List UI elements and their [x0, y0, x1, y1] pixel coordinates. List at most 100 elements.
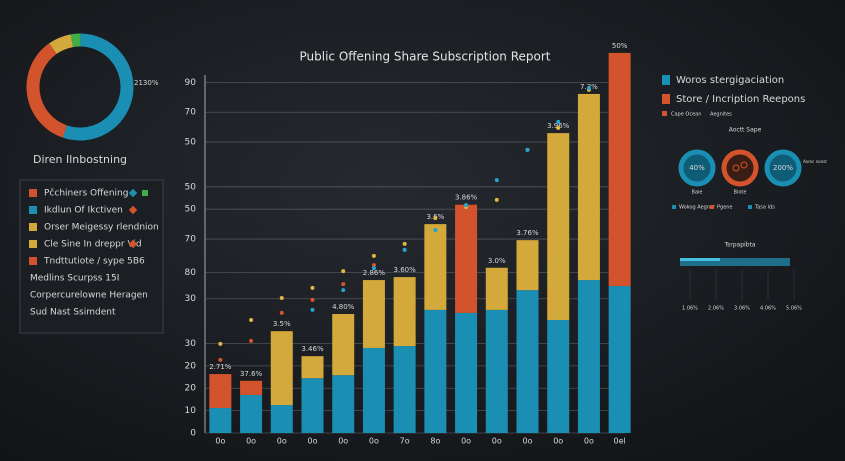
y-tick-label: 20	[185, 384, 197, 394]
bar-segment	[393, 346, 416, 433]
side-legend-label: Woros stergigaciation	[676, 75, 784, 86]
legend-label: Corpercurelowne Heragen	[30, 291, 148, 301]
y-tick-label: 50	[185, 182, 197, 192]
gauge-ring	[721, 149, 759, 187]
progress-fill	[680, 258, 720, 261]
x-tick-label: 0o	[277, 437, 287, 446]
progress-track	[680, 258, 790, 266]
x-tick-label: 0o	[492, 437, 502, 446]
bar-segment	[301, 378, 324, 433]
bar-annotation: 37.6%	[240, 370, 263, 378]
bar-segment	[270, 405, 293, 433]
line-point	[371, 253, 376, 258]
y-tick-label: 90	[185, 78, 197, 88]
bar-segment	[393, 277, 416, 347]
gauge-ring	[764, 149, 802, 187]
bar-annotation: 2.86%	[363, 269, 386, 277]
line-point	[464, 203, 469, 208]
sub-legend-label: Aegnites	[710, 112, 732, 118]
x-tick-label: 7o	[400, 437, 410, 446]
legend-mark	[128, 188, 138, 198]
line-point	[218, 341, 223, 346]
gauge-text: 200%	[773, 164, 793, 172]
y-tick-label: 50	[185, 138, 197, 148]
donut-slice	[70, 33, 81, 48]
gauge-label: Baie	[692, 190, 703, 196]
line-point	[371, 266, 376, 271]
bar-segment	[424, 309, 447, 433]
progress-axis-label: 1.06%	[682, 306, 698, 312]
progress-title: Tsrpapibta	[723, 242, 755, 249]
gauge-legend-label: Tasa Ids	[754, 205, 775, 211]
legend-mark	[142, 190, 148, 196]
line-point	[433, 228, 438, 233]
bar-segment	[516, 240, 539, 291]
donut-slice	[49, 34, 74, 55]
line-point	[341, 282, 346, 287]
line-point	[494, 178, 499, 183]
bar-segment	[455, 312, 478, 433]
line-point	[279, 295, 284, 300]
y-tick-label: 80	[185, 268, 197, 278]
bar-segment	[332, 314, 355, 376]
x-tick-label: 0o	[461, 437, 471, 446]
gauge-legend-label: Wokog Aegner	[679, 205, 716, 211]
donut-slice	[62, 33, 134, 141]
x-tick-label: 0o	[369, 437, 379, 446]
gauge-dot	[732, 164, 740, 172]
line-point	[556, 125, 561, 130]
bar-segment	[577, 93, 600, 281]
line-point	[310, 307, 315, 312]
x-tick-label: 0o	[338, 437, 348, 446]
gauge-note: Aorec nonst	[803, 159, 827, 164]
side-legend-label: Store / Incription Reepons	[676, 94, 805, 105]
gauge-legend-swatch	[748, 205, 752, 209]
line-point	[525, 147, 530, 152]
line-point	[279, 310, 284, 315]
legend-label: Orser Meigessy rlendnion	[44, 223, 159, 233]
chart-title: Public Offening Share Subscription Repor…	[300, 50, 551, 64]
legend-label: Ikdlun Of Ikctiven	[44, 206, 123, 216]
legend-label: Pčchiners Offening	[44, 188, 128, 199]
sub-legend-swatch	[662, 111, 667, 116]
legend-panel	[19, 179, 164, 334]
line-point	[494, 197, 499, 202]
bar-segment	[608, 52, 631, 287]
gauge-legend-label: Pgene	[717, 205, 733, 211]
bar-segment	[240, 380, 263, 395]
bar-segment	[608, 286, 631, 433]
legend-mark	[128, 205, 138, 215]
bar-annotation: 3.5%	[273, 320, 291, 328]
bar-annotation: 3.0%	[488, 257, 506, 265]
bar-segment	[547, 133, 570, 320]
y-tick-label: 0	[190, 429, 196, 439]
bar-segment	[270, 331, 293, 406]
line-point	[249, 338, 254, 343]
bar-segment	[362, 347, 385, 433]
gauge-title: Aoctt Sape	[729, 127, 762, 134]
line-point	[371, 263, 376, 268]
bar-segment	[301, 356, 324, 379]
x-tick-label: 0o	[553, 437, 563, 446]
gauge-text: 40%	[689, 164, 705, 172]
bar-segment	[209, 374, 232, 409]
y-tick-label: 50	[185, 205, 197, 215]
progress-axis-label: 3.06%	[734, 306, 750, 312]
line-point	[341, 288, 346, 293]
legend-swatch	[29, 189, 37, 197]
progress-axis-label: 2.06%	[708, 306, 724, 312]
gauge-legend-swatch	[710, 205, 714, 209]
bar-segment	[455, 204, 478, 313]
line-point	[556, 119, 561, 124]
bar-segment	[332, 375, 355, 433]
bar-segment	[547, 319, 570, 433]
y-tick-label: 30	[185, 294, 197, 304]
gauge-label: Biote	[734, 190, 747, 196]
bar-segment	[362, 280, 385, 348]
donut-annotation: 2130%	[134, 79, 159, 87]
line-point	[402, 241, 407, 246]
legend-swatch	[29, 206, 37, 214]
y-tick-label: 10	[185, 406, 197, 416]
line-point	[218, 357, 223, 362]
